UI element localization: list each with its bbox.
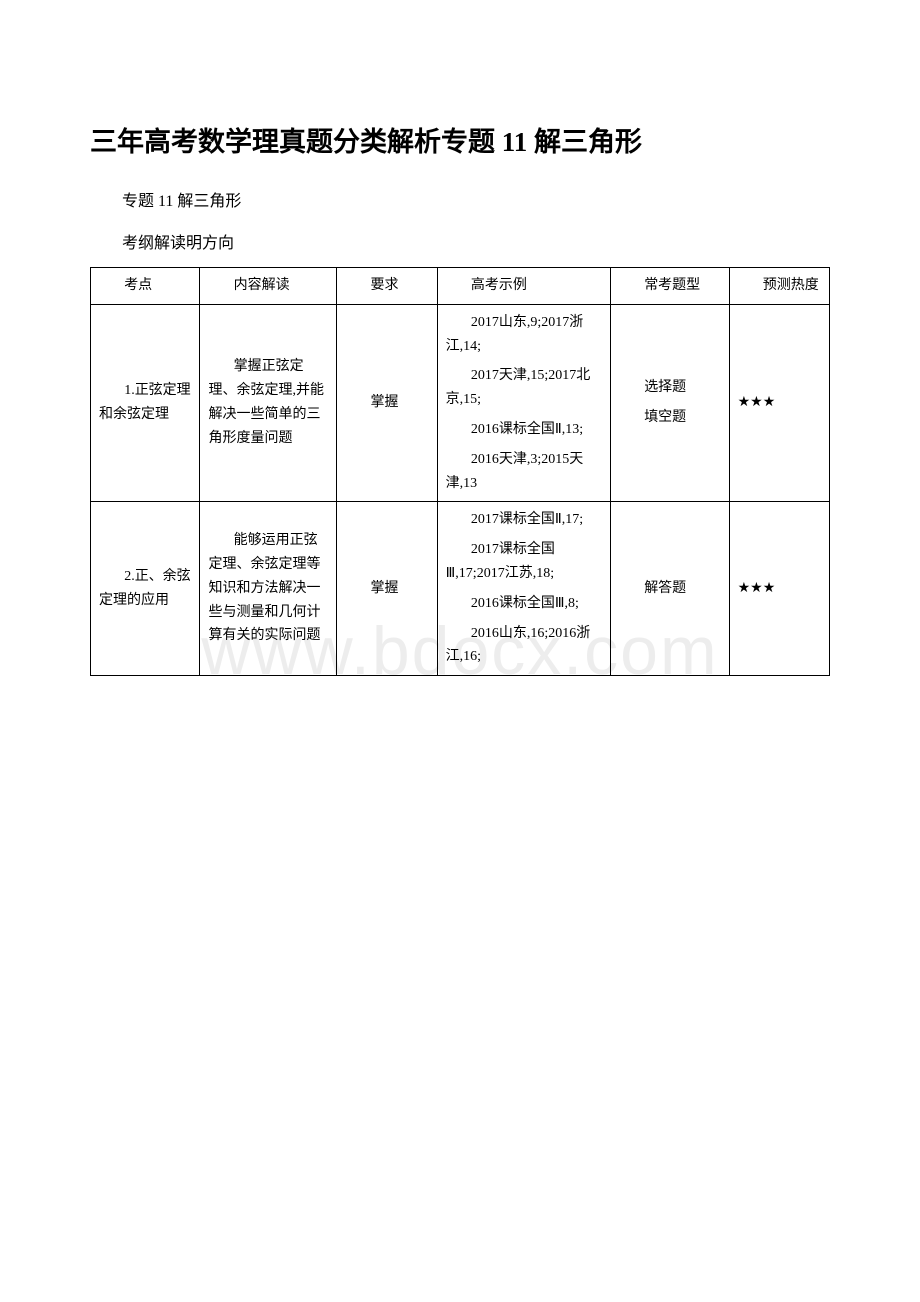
header-examples: 高考示例 — [437, 268, 610, 305]
qtype-text: 填空题 — [619, 406, 721, 430]
cell-heat: ★★★ — [729, 502, 829, 676]
header-topic: 考点 — [91, 268, 200, 305]
qtype-text: 解答题 — [619, 577, 721, 601]
document-content: 三年高考数学理真题分类解析专题 11 解三角形 专题 11 解三角形 考纲解读明… — [90, 120, 830, 676]
example-text: 2017课标全国Ⅲ,17;2017江苏,18; — [446, 538, 602, 586]
requirement-text: 掌握 — [345, 577, 428, 601]
table-row: 2.正、余弦定理的应用 能够运用正弦定理、余弦定理等知识和方法解决一些与测量和几… — [91, 502, 830, 676]
header-requirement: 要求 — [337, 268, 437, 305]
example-text: 2016山东,16;2016浙江,16; — [446, 622, 602, 670]
subtitle: 专题 11 解三角形 — [90, 187, 830, 211]
cell-heat: ★★★ — [729, 304, 829, 502]
table-row: 1.正弦定理和余弦定理 掌握正弦定理、余弦定理,并能解决一些简单的三角形度量问题… — [91, 304, 830, 502]
qtype-text: 选择题 — [619, 376, 721, 400]
page-title: 三年高考数学理真题分类解析专题 11 解三角形 — [90, 120, 830, 159]
topic-text: 2.正、余弦定理的应用 — [99, 565, 191, 613]
cell-examples: 2017山东,9;2017浙江,14; 2017天津,15;2017北京,15;… — [437, 304, 610, 502]
section-title: 考纲解读明方向 — [90, 229, 830, 253]
interpretation-text: 能够运用正弦定理、余弦定理等知识和方法解决一些与测量和几何计算有关的实际问题 — [208, 529, 328, 648]
example-text: 2017山东,9;2017浙江,14; — [446, 311, 602, 359]
cell-requirement: 掌握 — [337, 502, 437, 676]
interpretation-text: 掌握正弦定理、余弦定理,并能解决一些简单的三角形度量问题 — [208, 355, 328, 450]
header-interpretation: 内容解读 — [200, 268, 337, 305]
cell-interpretation: 掌握正弦定理、余弦定理,并能解决一些简单的三角形度量问题 — [200, 304, 337, 502]
requirement-text: 掌握 — [345, 391, 428, 415]
cell-topic: 2.正、余弦定理的应用 — [91, 502, 200, 676]
cell-examples: 2017课标全国Ⅱ,17; 2017课标全国Ⅲ,17;2017江苏,18; 20… — [437, 502, 610, 676]
header-heat: 预测热度 — [729, 268, 829, 305]
table-header-row: 考点 内容解读 要求 高考示例 常考题型 预测热度 — [91, 268, 830, 305]
cell-requirement: 掌握 — [337, 304, 437, 502]
example-text: 2016课标全国Ⅲ,8; — [446, 592, 602, 616]
cell-question-types: 解答题 — [611, 502, 730, 676]
example-text: 2016天津,3;2015天津,13 — [446, 448, 602, 496]
example-text: 2017天津,15;2017北京,15; — [446, 364, 602, 412]
syllabus-table: 考点 内容解读 要求 高考示例 常考题型 预测热度 1.正弦定理和余弦定理 掌握… — [90, 267, 830, 676]
example-text: 2017课标全国Ⅱ,17; — [446, 508, 602, 532]
topic-text: 1.正弦定理和余弦定理 — [99, 379, 191, 427]
cell-question-types: 选择题 填空题 — [611, 304, 730, 502]
cell-interpretation: 能够运用正弦定理、余弦定理等知识和方法解决一些与测量和几何计算有关的实际问题 — [200, 502, 337, 676]
example-text: 2016课标全国Ⅱ,13; — [446, 418, 602, 442]
header-question-types: 常考题型 — [611, 268, 730, 305]
cell-topic: 1.正弦定理和余弦定理 — [91, 304, 200, 502]
